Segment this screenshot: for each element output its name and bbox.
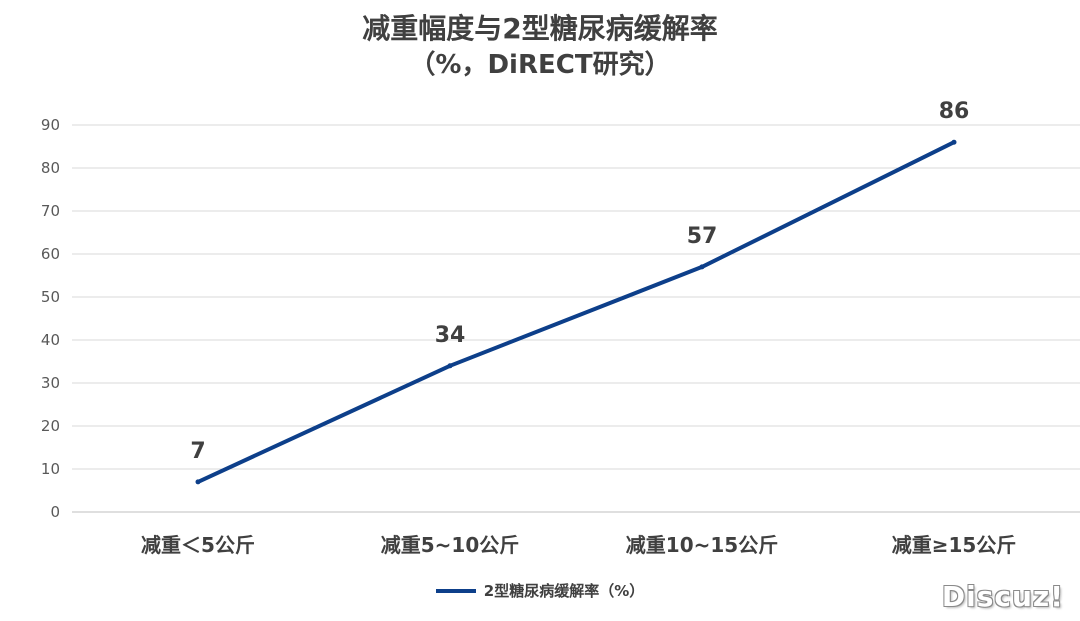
data-point: [447, 363, 453, 369]
y-tick-label: 80: [41, 159, 60, 177]
y-tick-label: 50: [41, 288, 60, 306]
y-tick-label: 90: [41, 116, 60, 134]
legend: 2型糖尿病缓解率（%）: [0, 580, 1080, 601]
series-layer: [195, 139, 957, 485]
data-point: [699, 264, 705, 270]
chart-subtitle: （%，DiRECT研究）: [409, 50, 671, 80]
grid-lines: [72, 124, 1080, 513]
y-axis-ticks: 0 10 20 30 40 50 60 70 80 90: [41, 116, 60, 521]
data-label: 86: [939, 99, 970, 124]
series-line: [196, 140, 956, 484]
y-tick-label: 70: [41, 202, 60, 220]
chart-title: 减重幅度与2型糖尿病缓解率: [362, 12, 718, 45]
data-label: 57: [687, 224, 718, 249]
y-tick-label: 40: [41, 331, 60, 349]
legend-label: 2型糖尿病缓解率（%）: [483, 582, 645, 600]
data-labels: 7 34 57 86: [190, 99, 969, 464]
x-tick-label: 减重＜5公斤: [141, 533, 255, 557]
legend-swatch: [435, 588, 476, 593]
x-tick-label: 减重≥15公斤: [892, 533, 1017, 557]
y-tick-label: 20: [41, 417, 60, 435]
watermark-logo: Discuz!: [941, 580, 1064, 613]
data-label: 7: [190, 439, 205, 464]
data-label: 34: [435, 323, 466, 348]
x-axis-ticks: 减重＜5公斤 减重5~10公斤 减重10~15公斤 减重≥15公斤: [141, 533, 1016, 557]
y-tick-label: 60: [41, 245, 60, 263]
y-tick-label: 10: [41, 460, 60, 478]
y-tick-label: 0: [50, 503, 60, 521]
x-tick-label: 减重10~15公斤: [626, 533, 778, 557]
data-point: [951, 139, 957, 145]
data-point: [195, 479, 201, 485]
chart-title-block: 减重幅度与2型糖尿病缓解率 （%，DiRECT研究）: [0, 10, 1080, 82]
y-tick-label: 30: [41, 374, 60, 392]
x-tick-label: 减重5~10公斤: [381, 533, 520, 557]
